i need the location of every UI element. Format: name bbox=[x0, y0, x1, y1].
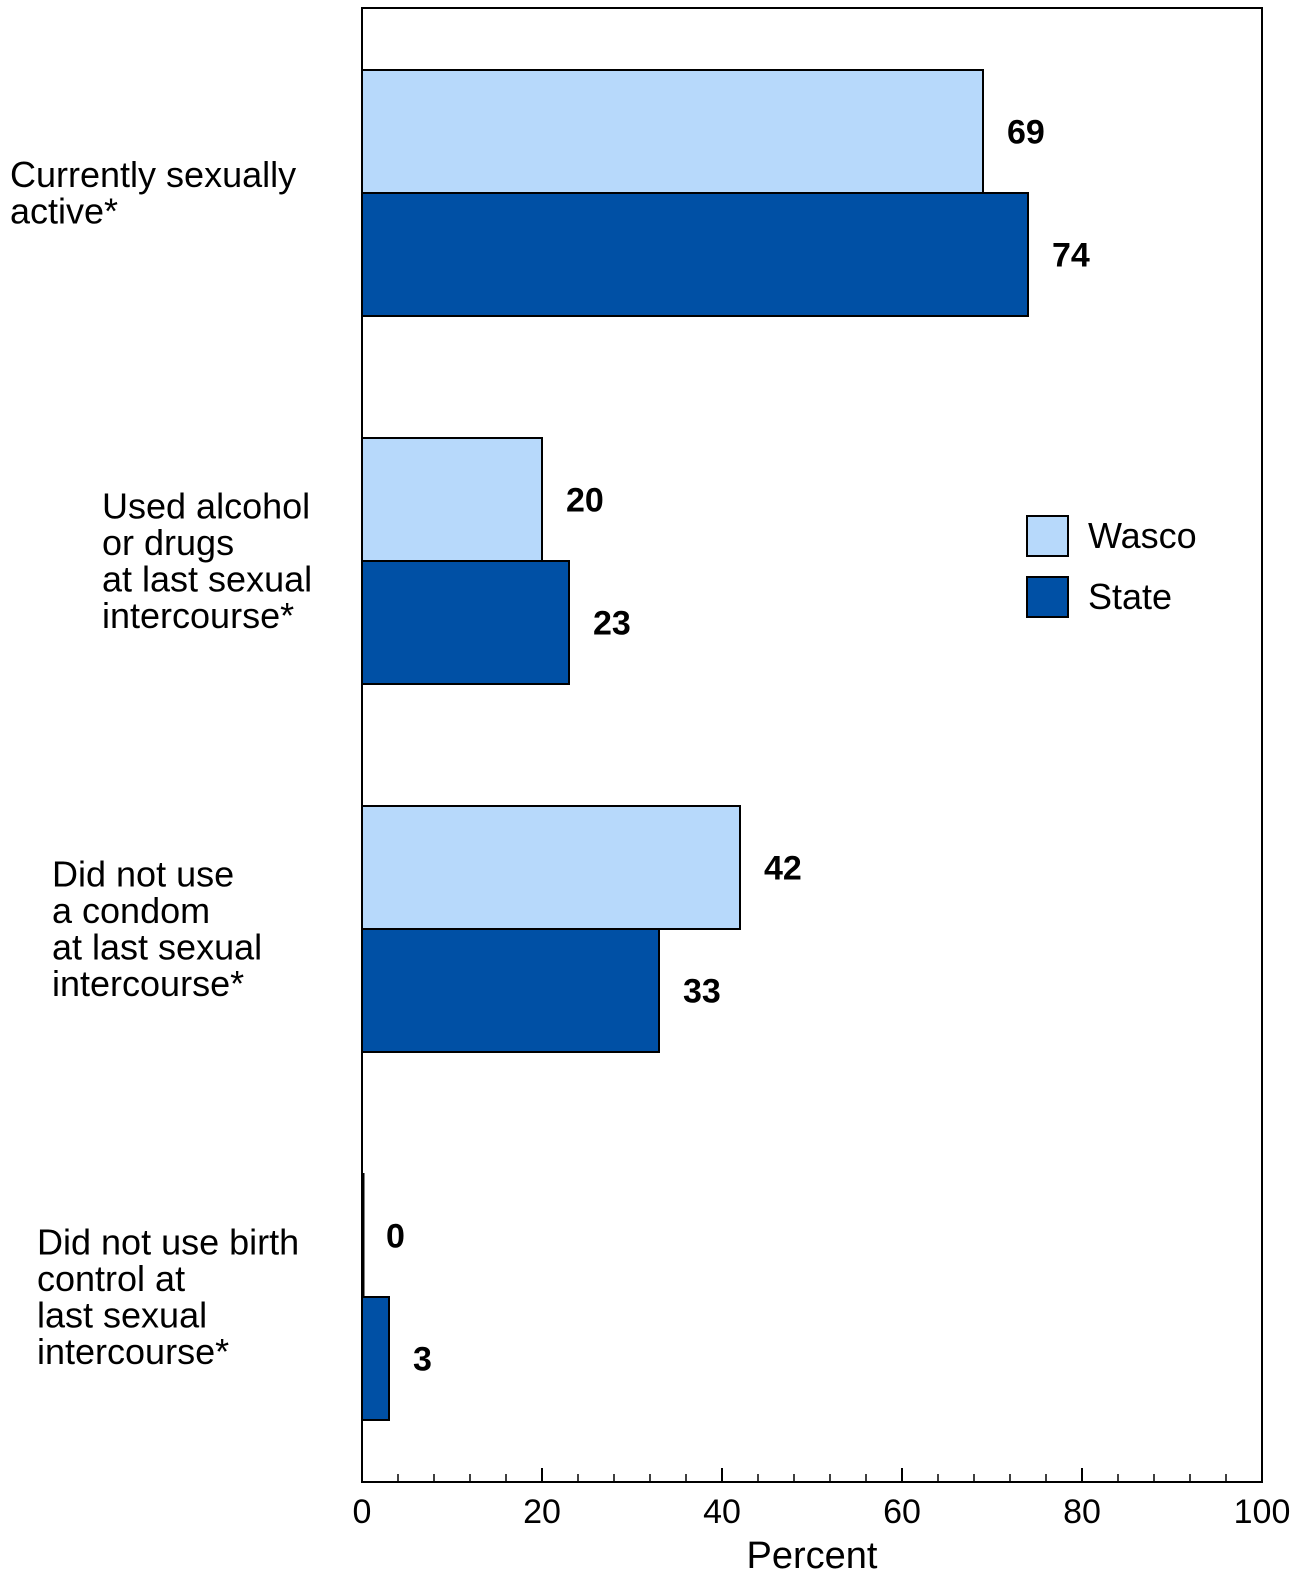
category-label-line: at last sexual bbox=[52, 926, 262, 967]
x-axis: 0 20 40 60 80 100 Percent bbox=[353, 1468, 1291, 1577]
plot-frame bbox=[361, 7, 1263, 1483]
category-labels-layer: Currently sexually active* Used alcohol or … bbox=[10, 154, 312, 1372]
category-label-line: Did not use bbox=[52, 853, 234, 894]
data-label-wasco-0: 69 bbox=[1007, 114, 1045, 152]
x-tick-label-40: 40 bbox=[703, 1493, 741, 1531]
data-labels-layer: 69 74 20 23 42 33 0 3 bbox=[386, 114, 1090, 1379]
data-label-state-3: 3 bbox=[413, 1341, 432, 1379]
x-tick-label-0: 0 bbox=[353, 1493, 372, 1531]
category-label-line: or drugs bbox=[102, 522, 234, 563]
data-label-wasco-3: 0 bbox=[386, 1218, 405, 1256]
category-label-line: Used alcohol bbox=[102, 485, 310, 526]
x-tick-label-20: 20 bbox=[523, 1493, 561, 1531]
data-label-wasco-1: 20 bbox=[566, 482, 604, 520]
x-axis-title: Percent bbox=[747, 1535, 878, 1577]
category-label-line: last sexual bbox=[37, 1294, 207, 1335]
bar-state-3 bbox=[361, 1296, 390, 1421]
category-label-line: Did not use birth bbox=[37, 1221, 299, 1262]
bar-wasco-1 bbox=[361, 437, 543, 562]
x-tick-label-80: 80 bbox=[1063, 1493, 1101, 1531]
category-label-line: at last sexual bbox=[102, 558, 312, 599]
plot-frame-rect bbox=[361, 7, 1263, 1483]
legend: Wasco State bbox=[1026, 515, 1197, 618]
category-label-0: Currently sexually active* bbox=[10, 154, 296, 232]
category-label-line: control at bbox=[37, 1258, 185, 1299]
data-label-wasco-2: 42 bbox=[764, 850, 802, 888]
category-label-1: Used alcohol or drugs at last sexual interc… bbox=[102, 485, 312, 636]
category-label-line: intercourse* bbox=[37, 1331, 229, 1372]
category-label-line: intercourse* bbox=[52, 963, 244, 1004]
legend-swatch-state bbox=[1026, 576, 1069, 618]
legend-label-state: State bbox=[1088, 576, 1172, 617]
category-label-3: Did not use birth control at last sexual in… bbox=[37, 1221, 299, 1372]
category-label-2: Did not use a condom at last sexual interco… bbox=[52, 853, 262, 1004]
bars-layer bbox=[361, 69, 1029, 1421]
legend-swatch-wasco bbox=[1026, 515, 1069, 557]
legend-label-wasco: Wasco bbox=[1088, 515, 1197, 556]
x-tick-label-100: 100 bbox=[1234, 1493, 1291, 1531]
category-label-line: a condom bbox=[52, 890, 210, 931]
bar-state-1 bbox=[361, 560, 570, 685]
bar-wasco-0 bbox=[361, 69, 984, 194]
data-label-state-0: 74 bbox=[1052, 237, 1090, 275]
category-label-line: Currently sexually bbox=[10, 154, 296, 195]
category-label-line: active* bbox=[10, 190, 118, 231]
category-label-line: intercourse* bbox=[102, 595, 294, 636]
bar-state-2 bbox=[361, 928, 660, 1053]
data-label-state-1: 23 bbox=[593, 605, 631, 643]
data-label-state-2: 33 bbox=[683, 973, 721, 1011]
x-tick-label-60: 60 bbox=[883, 1493, 921, 1531]
bar-wasco-2 bbox=[361, 805, 741, 930]
bar-state-0 bbox=[361, 192, 1029, 317]
